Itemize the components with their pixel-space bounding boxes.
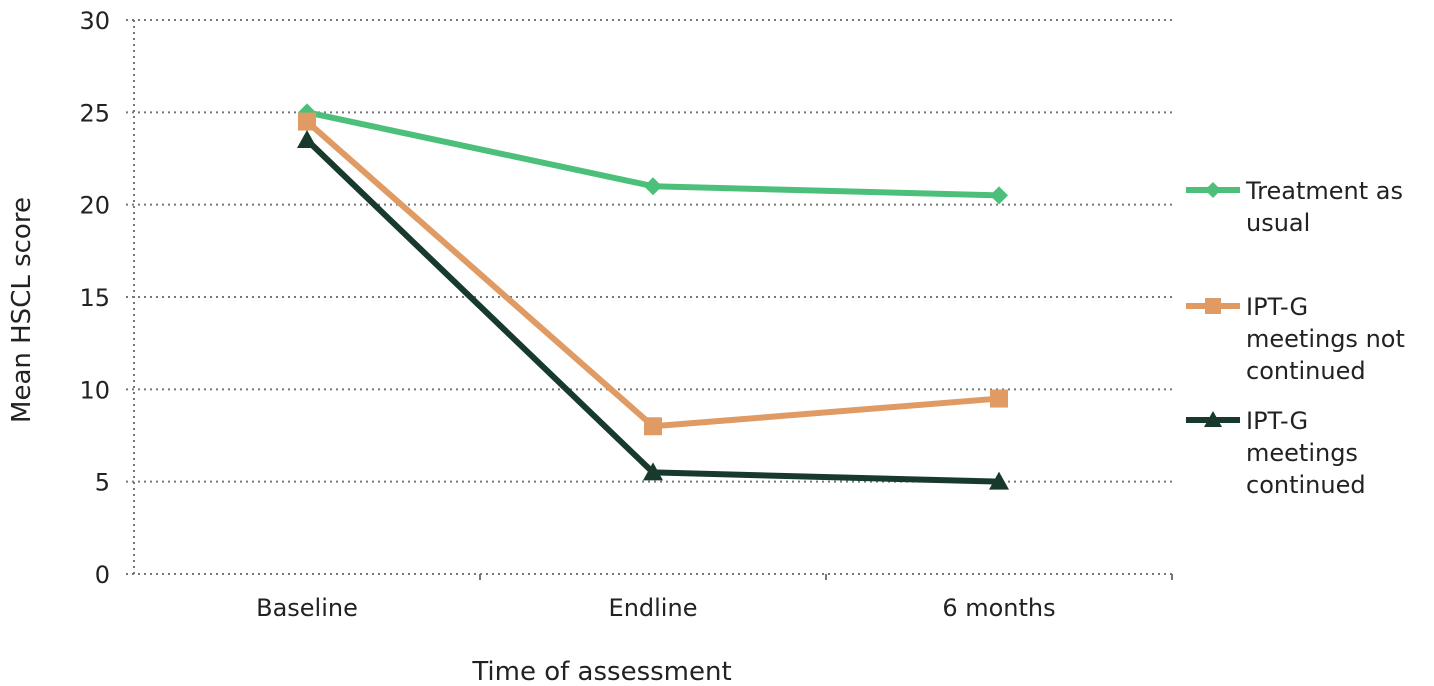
data-point-diamond	[644, 177, 662, 196]
legend-item: IPT-G meetings not continued	[1186, 293, 1405, 385]
y-tick-label: 25	[79, 99, 110, 127]
legend-item: IPT-G meetings continued	[1186, 407, 1366, 499]
data-point-square	[298, 112, 316, 131]
x-tick-labels: Baseline Endline 6 months	[256, 594, 1056, 622]
legend-label: IPT-G	[1246, 293, 1308, 321]
legend-label: continued	[1246, 357, 1366, 385]
data-point-triangle	[989, 471, 1009, 490]
legend-label: continued	[1246, 471, 1366, 499]
y-tick-label: 20	[79, 192, 110, 220]
data-point-diamond	[990, 186, 1008, 205]
y-tick-label: 0	[95, 561, 110, 589]
legend-label: IPT-G	[1246, 407, 1308, 435]
x-tick-label: Baseline	[256, 594, 358, 622]
y-tick-label: 15	[79, 284, 110, 312]
gridlines	[126, 19, 1172, 575]
series-0	[298, 103, 1008, 205]
legend-label: usual	[1246, 209, 1310, 237]
y-tick-labels: 0 5 10 15 20 25 30	[79, 7, 110, 589]
data-point-triangle	[643, 462, 663, 481]
series-1	[298, 112, 1008, 436]
legend: Treatment as usual IPT-G meetings not contin…	[1186, 177, 1405, 499]
data-point-diamond	[1205, 182, 1221, 198]
x-tick-label: 6 months	[942, 594, 1055, 622]
legend-label: meetings not	[1246, 325, 1405, 353]
y-tick-label: 5	[95, 469, 110, 497]
series-line	[304, 118, 1002, 430]
data-point-triangle	[297, 130, 317, 149]
series-lines	[297, 103, 1009, 490]
y-axis-title: Mean HSCL score	[7, 197, 37, 423]
x-axis-title: Time of assessment	[471, 657, 731, 686]
legend-label: meetings	[1246, 439, 1358, 467]
data-point-square	[990, 389, 1008, 408]
y-tick-label: 10	[79, 376, 110, 404]
series-2	[297, 130, 1009, 490]
legend-item: Treatment as usual	[1186, 177, 1403, 237]
axes	[133, 20, 1173, 580]
x-tick-label: Endline	[609, 594, 698, 622]
data-point-square	[644, 417, 662, 436]
y-tick-label: 30	[79, 7, 110, 35]
data-point-square	[1205, 298, 1221, 314]
data-point-triangle	[1204, 411, 1222, 427]
legend-label: Treatment as	[1245, 177, 1403, 205]
